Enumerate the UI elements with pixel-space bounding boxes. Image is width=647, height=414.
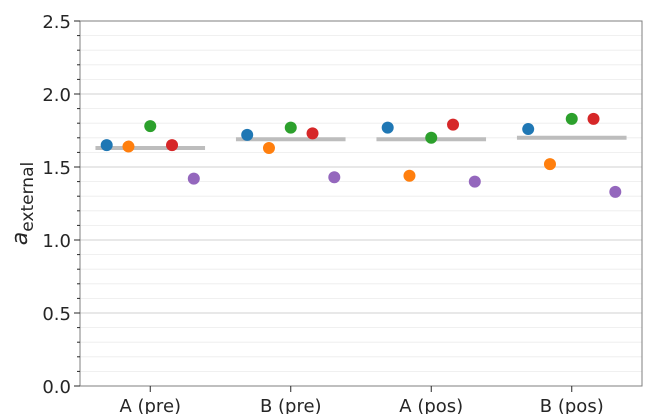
data-point [403, 169, 416, 182]
data-point [241, 128, 254, 141]
x-tick-label: B (pos) [540, 396, 604, 414]
data-point [284, 121, 297, 134]
y-axis-label-subscript: external [18, 162, 38, 232]
plot-frame [79, 20, 643, 387]
data-point [328, 171, 341, 184]
data-point [381, 121, 394, 134]
y-axis-ticks: 0.0 0.5 1.0 1.5 2.0 2.5 [42, 12, 80, 398]
data-point [543, 158, 556, 171]
y-tick-label: 0.0 [42, 377, 71, 398]
data-point [425, 131, 438, 144]
data-point [100, 139, 113, 152]
data-point [587, 112, 600, 125]
data-point [306, 127, 319, 140]
data-point [166, 139, 179, 152]
y-tick-label: 1.0 [42, 231, 71, 252]
x-axis-ticks: A (pre) B (pre) A (pos) B (pos) [119, 386, 604, 414]
data-point [187, 172, 200, 185]
data-point [565, 112, 578, 125]
data-points [100, 112, 622, 198]
y-tick-label: 2.5 [42, 12, 71, 33]
grid-lines [80, 35, 642, 372]
y-tick-label: 1.5 [42, 158, 71, 179]
x-tick-label: A (pos) [399, 396, 463, 414]
data-point [262, 142, 275, 155]
data-point [522, 123, 535, 136]
x-tick-label: A (pre) [119, 396, 181, 414]
x-tick-label: B (pre) [260, 396, 322, 414]
data-point [144, 120, 157, 133]
y-axis-label: aexternal [8, 162, 38, 245]
y-tick-label: 2.0 [42, 85, 71, 106]
y-axis-label-main: a [8, 232, 33, 245]
data-point [468, 175, 481, 188]
y-tick-label: 0.5 [42, 304, 71, 325]
data-point [447, 118, 460, 131]
data-point [122, 140, 135, 153]
data-point [609, 185, 622, 198]
